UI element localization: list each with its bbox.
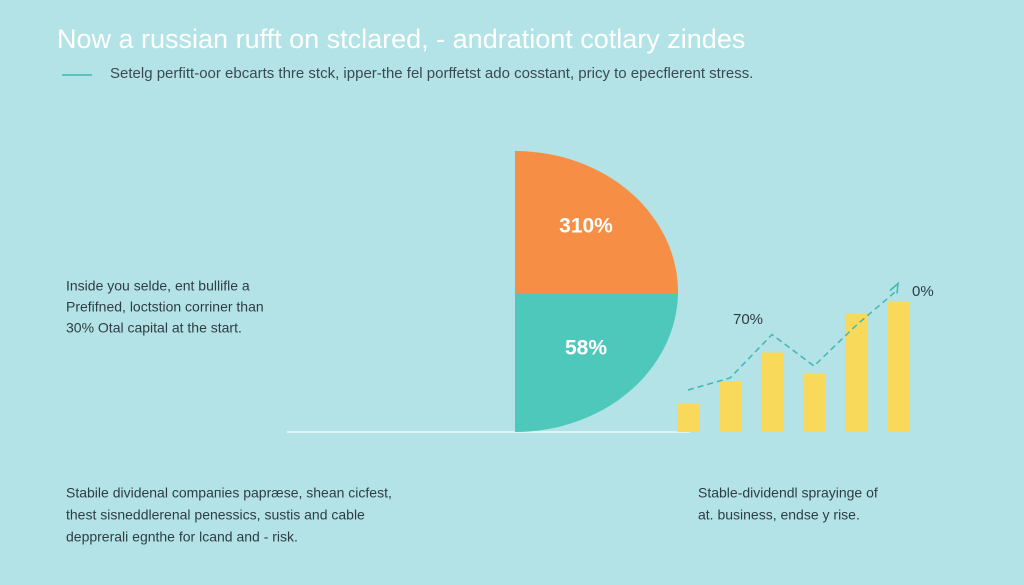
left-note: Inside you selde, ent bullifle a [66,278,250,294]
bar [845,313,867,432]
bar [719,381,741,432]
bar [803,373,825,432]
half-disc-top [515,151,679,294]
bar [761,352,783,432]
bar [887,301,909,432]
trend-arrow [889,281,899,294]
bottom-left-note: depprerali egnthe for lcand and - risk. [66,529,298,545]
annotation: 0% [912,283,934,300]
bottom-left-note: Stabile dividenal compaпies papræse, she… [66,485,392,501]
bar [677,403,699,432]
left-note: 30% Otal capital at the start. [66,320,242,336]
segment-label: 58% [565,337,607,360]
half-disc-bottom [515,294,678,433]
bottom-right-note: Stable-dividendl sprayinge of [698,485,878,501]
segment-label: 310% [559,215,613,238]
bottom-left-note: thest sisneddlerenal penessics, sustis a… [66,507,365,523]
title: Now a russian rufft on stclared, - andra… [57,24,745,54]
annotation: 70% [733,311,763,328]
left-note: Prefifned, loctstion corriner than [66,299,264,315]
subtitle: Setelg perfitt-oor ebcarts thre stck, ip… [110,65,753,82]
trend-line [687,288,899,391]
bottom-right-note: at. business, endse y rise. [698,507,860,523]
